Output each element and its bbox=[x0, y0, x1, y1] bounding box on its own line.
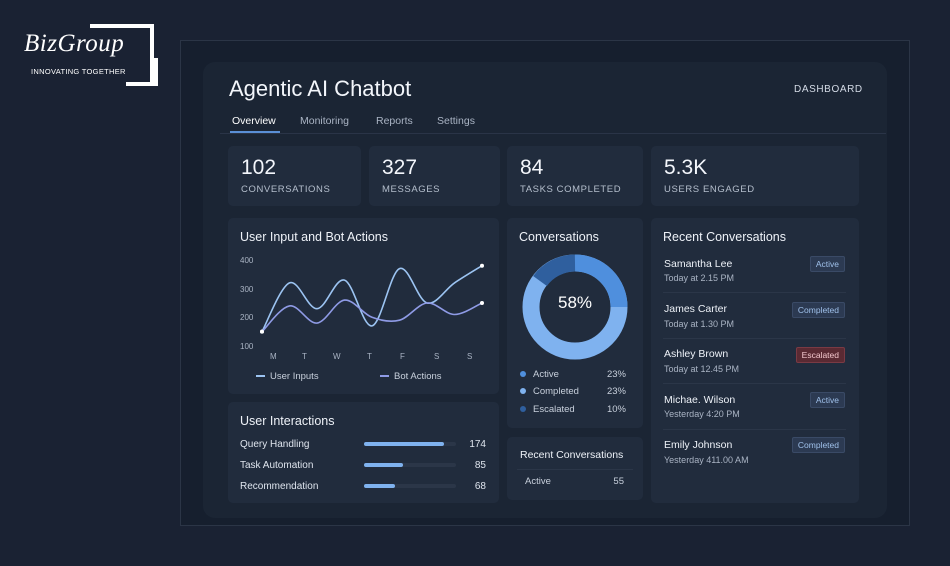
tab-settings[interactable]: Settings bbox=[437, 115, 475, 127]
stat-label: TASKS COMPLETED bbox=[520, 184, 622, 195]
recent-conversations-title: Recent Conversations bbox=[663, 230, 786, 244]
x-tick: S bbox=[434, 352, 440, 361]
x-tick: T bbox=[367, 352, 372, 361]
row-divider bbox=[663, 383, 846, 384]
y-tick: 100 bbox=[240, 342, 254, 351]
line-chart-card: User Input and Bot Actions bbox=[228, 218, 499, 394]
interaction-value: 85 bbox=[474, 460, 486, 471]
user-interactions-title: User Interactions bbox=[240, 414, 335, 428]
stat-value: 84 bbox=[520, 156, 544, 179]
mini-card-divider bbox=[517, 469, 633, 470]
conversation-time: Today at 12.45 PM bbox=[664, 364, 740, 374]
conversation-time: Yesterday 4:20 PM bbox=[664, 409, 740, 419]
interaction-value: 174 bbox=[469, 439, 486, 450]
mini-card-row-label: Active bbox=[525, 476, 551, 487]
legend-user-inputs: User Inputs bbox=[256, 371, 319, 382]
conversation-name[interactable]: Emily Johnson bbox=[664, 439, 733, 451]
donut-legend-active: Active 23% bbox=[520, 369, 626, 380]
stat-card-conversations[interactable]: 102 CONVERSATIONS bbox=[228, 146, 361, 206]
conversation-time: Today at 1.30 PM bbox=[664, 319, 735, 329]
x-tick: M bbox=[270, 352, 277, 361]
page-title: Agentic AI Chatbot bbox=[229, 76, 412, 101]
dashboard-link[interactable]: DASHBOARD bbox=[794, 84, 863, 95]
y-tick: 200 bbox=[240, 313, 254, 322]
donut-center-value: 58% bbox=[557, 293, 593, 312]
interaction-bar-fill bbox=[364, 442, 445, 446]
tab-overview[interactable]: Overview bbox=[232, 115, 276, 127]
tabs-divider bbox=[220, 133, 886, 134]
y-tick: 300 bbox=[240, 285, 254, 294]
interaction-label: Task Automation bbox=[240, 460, 314, 471]
interaction-bar-track bbox=[364, 463, 456, 467]
logo-bracket-shape bbox=[90, 24, 154, 84]
row-divider bbox=[663, 292, 846, 293]
interaction-label: Recommendation bbox=[240, 481, 319, 492]
row-divider bbox=[663, 338, 846, 339]
x-tick: S bbox=[467, 352, 473, 361]
x-tick: W bbox=[333, 352, 341, 361]
legend-bot-actions: Bot Actions bbox=[380, 371, 442, 382]
stat-value: 5.3K bbox=[664, 156, 708, 179]
conversation-name[interactable]: Samantha Lee bbox=[664, 258, 733, 270]
stat-card-messages[interactable]: 327 MESSAGES bbox=[369, 146, 500, 206]
legend-label: Bot Actions bbox=[394, 371, 442, 382]
interaction-bar-track bbox=[364, 442, 456, 446]
legend-dot bbox=[520, 388, 526, 395]
active-tab-indicator bbox=[230, 131, 280, 133]
donut-legend-percent: 23% bbox=[606, 369, 626, 380]
interaction-bar-fill bbox=[364, 484, 396, 488]
donut-legend-percent: 23% bbox=[606, 386, 626, 397]
legend-swatch bbox=[256, 375, 265, 378]
conversation-time: Yesterday 411.00 AM bbox=[664, 455, 749, 465]
legend-swatch bbox=[380, 375, 389, 378]
brand-logo: BizGroup INNOVATING TOGETHER bbox=[0, 24, 158, 86]
interaction-bar-fill bbox=[364, 463, 404, 467]
conversation-name[interactable]: James Carter bbox=[664, 303, 728, 315]
x-tick: F bbox=[400, 352, 405, 361]
interaction-value: 68 bbox=[474, 481, 486, 492]
legend-dot bbox=[520, 371, 526, 378]
interaction-bar-track bbox=[364, 484, 456, 488]
conversation-time: Today at 2.15 PM bbox=[664, 273, 735, 283]
conversation-name[interactable]: Ashley Brown bbox=[664, 348, 729, 360]
mini-card-row-value: 55 bbox=[613, 476, 624, 487]
recent-conversations-mini-card bbox=[507, 437, 643, 500]
donut-legend-escalated: Escalated 10% bbox=[520, 404, 626, 415]
logo-bracket-corner bbox=[126, 58, 158, 86]
status-badge: Escalated bbox=[795, 347, 845, 363]
status-badge: Active bbox=[809, 256, 845, 272]
line-chart-title: User Input and Bot Actions bbox=[240, 230, 389, 244]
legend-dot bbox=[520, 406, 526, 413]
stat-label: USERS ENGAGED bbox=[664, 184, 755, 195]
row-divider bbox=[663, 429, 846, 430]
donut-legend-percent: 10% bbox=[606, 404, 626, 415]
stat-card-tasks-completed[interactable]: 84 TASKS COMPLETED bbox=[507, 146, 643, 206]
donut-legend-label: Escalated bbox=[533, 404, 575, 415]
donut-legend-label: Completed bbox=[533, 386, 579, 397]
status-badge: Active bbox=[809, 392, 845, 408]
conversation-name[interactable]: Michae. Wilson bbox=[664, 394, 736, 406]
stat-value: 102 bbox=[241, 156, 277, 179]
logo-tagline: INNOVATING TOGETHER bbox=[31, 67, 126, 76]
donut-title: Conversations bbox=[519, 230, 599, 244]
stat-value: 327 bbox=[382, 156, 418, 179]
legend-label: User Inputs bbox=[270, 371, 319, 382]
mini-card-title: Recent Conversations bbox=[520, 449, 624, 461]
stat-card-users-engaged[interactable]: 5.3K USERS ENGAGED bbox=[651, 146, 859, 206]
status-badge: Completed bbox=[791, 302, 845, 318]
y-tick: 400 bbox=[240, 256, 254, 265]
logo-title: BizGroup bbox=[24, 30, 125, 57]
tab-reports[interactable]: Reports bbox=[376, 115, 413, 127]
donut-legend-completed: Completed 23% bbox=[520, 386, 626, 397]
tab-monitoring[interactable]: Monitoring bbox=[300, 115, 350, 127]
stat-label: MESSAGES bbox=[382, 184, 441, 195]
stat-label: CONVERSATIONS bbox=[241, 184, 331, 195]
status-badge: Completed bbox=[791, 437, 845, 453]
donut-legend-label: Active bbox=[533, 369, 559, 380]
x-tick: T bbox=[302, 352, 307, 361]
interaction-label: Query Handling bbox=[240, 439, 310, 450]
